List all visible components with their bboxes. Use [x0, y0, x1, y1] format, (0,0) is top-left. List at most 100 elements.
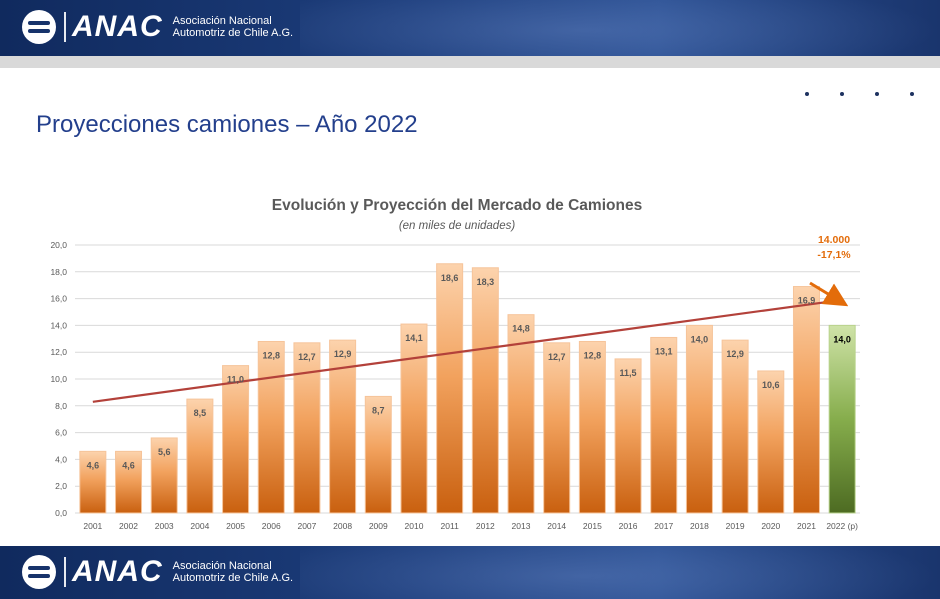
- trendline: [92, 298, 843, 403]
- x-tick-label: 2011: [441, 521, 460, 531]
- y-tick-label: 4,0: [55, 454, 67, 464]
- bar-value-label: 14,8: [512, 324, 530, 334]
- bar-value-label: 12,8: [262, 350, 280, 360]
- bar: [685, 324, 713, 514]
- x-tick-label: 2005: [226, 521, 245, 531]
- bar: [400, 323, 428, 514]
- bar: [79, 450, 107, 514]
- decorative-dots: [800, 92, 920, 100]
- projection-annotation-value: 14.000: [818, 234, 850, 246]
- bar-value-label: 13,1: [655, 346, 673, 356]
- y-tick-label: 16,0: [50, 294, 67, 304]
- header-divider-band: [0, 56, 940, 68]
- y-tick-label: 0,0: [55, 508, 67, 518]
- x-tick-label: 2019: [726, 521, 745, 531]
- x-tick-label: 2009: [369, 521, 388, 531]
- anac-emblem-icon: [22, 10, 56, 44]
- x-tick-label: 2022 (p): [826, 521, 858, 531]
- x-tick-label: 2012: [476, 521, 495, 531]
- x-tick-label: 2008: [333, 521, 352, 531]
- bars: [79, 263, 856, 514]
- logo-wordmark: ANAC: [72, 555, 163, 588]
- bar: [257, 340, 285, 514]
- projection-annotation-change: -17,1%: [817, 249, 851, 261]
- bar: [293, 342, 321, 514]
- dot-icon: [910, 92, 914, 96]
- bar-value-label: 4,6: [87, 460, 100, 470]
- x-tick-label: 2003: [155, 521, 174, 531]
- logo-wordmark: ANAC: [72, 10, 163, 43]
- chart-subtitle: (en miles de unidades): [399, 220, 516, 232]
- bar-value-label: 14,0: [833, 334, 851, 344]
- bottom-banner: ANAC Asociación Nacional Automotriz de C…: [0, 546, 940, 599]
- slide-title: Proyecciones camiones – Año 2022: [36, 111, 418, 138]
- trendline-group: [92, 298, 843, 403]
- logo-subtitle: Asociación Nacional Automotriz de Chile …: [173, 15, 293, 39]
- bar-value-label: 18,3: [477, 277, 495, 287]
- bar: [578, 340, 606, 514]
- y-tick-label: 2,0: [55, 481, 67, 491]
- bar: [115, 450, 143, 514]
- x-tick-label: 2002: [119, 521, 138, 531]
- x-tick-label: 2020: [761, 521, 780, 531]
- top-banner: ANAC Asociación Nacional Automotriz de C…: [0, 0, 940, 56]
- anac-emblem-icon: [22, 555, 56, 589]
- x-tick-label: 2001: [83, 521, 102, 531]
- bar-projected: [828, 324, 856, 514]
- bar-value-label: 12,9: [726, 349, 744, 359]
- logo-subtitle: Asociación Nacional Automotriz de Chile …: [173, 560, 293, 584]
- bar: [721, 339, 749, 514]
- bar-value-label: 14,0: [691, 334, 709, 344]
- org-name-line1: Asociación Nacional: [172, 15, 272, 27]
- bar-value-label: 18,6: [441, 273, 459, 283]
- x-tick-label: 2006: [262, 521, 281, 531]
- x-tick-label: 2014: [547, 521, 566, 531]
- bar-value-label: 11,5: [620, 368, 637, 378]
- bar: [792, 286, 820, 514]
- bar: [614, 358, 642, 514]
- x-tick-label: 2021: [797, 521, 816, 531]
- x-tick-label: 2015: [583, 521, 602, 531]
- x-tick-label: 2007: [297, 521, 316, 531]
- bar-value-label: 10,6: [762, 380, 780, 390]
- x-tick-label: 2017: [654, 521, 673, 531]
- y-tick-label: 8,0: [55, 401, 67, 411]
- bar-value-label: 16,9: [798, 296, 816, 306]
- anac-logo[interactable]: ANAC Asociación Nacional Automotriz de C…: [22, 10, 293, 44]
- bar-value-label: 12,9: [334, 349, 352, 359]
- dot-icon: [805, 92, 809, 96]
- bar-value-label: 8,7: [372, 405, 385, 415]
- bar: [543, 342, 571, 514]
- bar-value-label: 12,7: [548, 352, 566, 362]
- labels: 0,0 2,0 4,0 6,0 8,0 10,0 12,0 14,0 16,0 18,0 20,0 4…: [50, 240, 858, 531]
- y-tick-label: 14,0: [50, 320, 67, 330]
- x-tick-label: 2004: [190, 521, 209, 531]
- y-tick-label: 12,0: [50, 347, 67, 357]
- bar: [471, 267, 499, 514]
- bar: [757, 370, 785, 514]
- org-name-line2: Automotriz de Chile A.G.: [172, 572, 294, 584]
- bar-value-label: 4,6: [122, 460, 135, 470]
- logo-divider: [64, 12, 66, 42]
- x-tick-label: 2013: [512, 521, 531, 531]
- y-tick-label: 6,0: [55, 428, 67, 438]
- y-tick-label: 20,0: [50, 240, 67, 250]
- org-name-line2: Automotriz de Chile A.G.: [172, 27, 294, 39]
- x-tick-label: 2016: [619, 521, 638, 531]
- bar: [436, 263, 464, 514]
- bar-value-label: 5,6: [158, 447, 171, 457]
- x-tick-label: 2018: [690, 521, 709, 531]
- anac-logo-footer[interactable]: ANAC Asociación Nacional Automotriz de C…: [22, 555, 293, 589]
- logo-divider: [64, 557, 66, 587]
- y-tick-label: 18,0: [50, 267, 67, 277]
- projection-arrow-icon: [809, 281, 849, 307]
- bar-value-label: 12,7: [298, 352, 316, 362]
- bar-value-label: 12,8: [584, 350, 602, 360]
- bar: [650, 336, 678, 514]
- x-tick-label: 2010: [405, 521, 424, 531]
- dot-icon: [875, 92, 879, 96]
- bar: [364, 395, 392, 514]
- org-name-line1: Asociación Nacional: [172, 560, 272, 572]
- bar: [150, 437, 178, 514]
